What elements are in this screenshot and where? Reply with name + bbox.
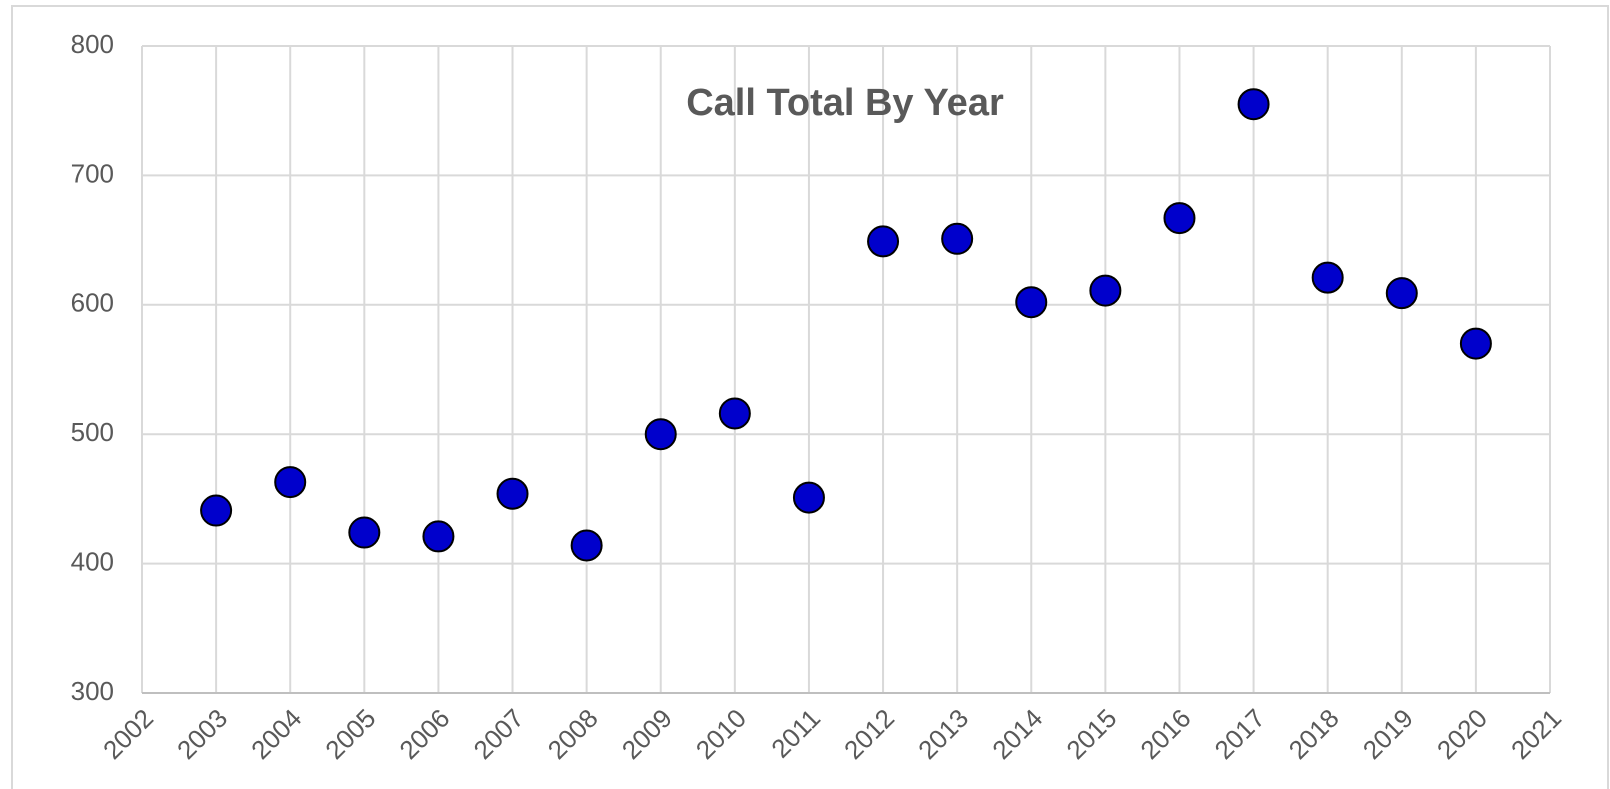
x-tick-label: 2011 — [765, 703, 826, 764]
x-tick-label: 2018 — [1283, 703, 1345, 765]
x-tick-label: 2005 — [319, 703, 381, 765]
x-tick-label: 2017 — [1209, 703, 1271, 765]
point — [867, 225, 900, 258]
x-tick-label: 2010 — [690, 703, 752, 765]
y-tick-label: 400 — [71, 546, 114, 576]
point — [718, 397, 751, 430]
y-tick-label: 300 — [71, 676, 114, 706]
point — [1237, 88, 1270, 121]
x-tick-label: 2020 — [1431, 703, 1493, 765]
x-tick-label: 2009 — [616, 703, 678, 765]
point — [1459, 327, 1492, 360]
point — [1385, 277, 1418, 310]
point — [200, 494, 233, 527]
point — [1015, 286, 1048, 319]
y-tick-label: 700 — [71, 158, 114, 188]
point — [1163, 202, 1196, 235]
x-tick-label: 2007 — [468, 703, 530, 765]
chart-title: Call Total By Year — [686, 82, 1004, 124]
x-tick-label: 2015 — [1060, 703, 1122, 765]
point — [1311, 261, 1344, 294]
x-tick-label: 2019 — [1357, 703, 1419, 765]
x-tick-label: 2003 — [171, 703, 233, 765]
point — [274, 466, 307, 499]
y-tick-label: 500 — [71, 417, 114, 447]
x-tick-label: 2014 — [986, 703, 1048, 765]
chart-border — [11, 5, 1609, 789]
point — [941, 222, 974, 255]
point — [792, 481, 825, 514]
y-tick-label: 800 — [71, 29, 114, 59]
point — [570, 529, 603, 562]
x-tick-label: 2012 — [838, 703, 900, 765]
x-tick-label: 2016 — [1134, 703, 1196, 765]
point — [348, 516, 381, 549]
x-tick-label: 2021 — [1505, 703, 1567, 765]
y-tick-label: 600 — [71, 288, 114, 318]
point — [496, 477, 529, 510]
x-tick-label: 2013 — [912, 703, 974, 765]
x-tick-label: 2004 — [245, 703, 307, 765]
point — [422, 520, 455, 553]
x-tick-label: 2002 — [97, 703, 159, 765]
x-tick-label: 2006 — [393, 703, 455, 765]
point — [644, 418, 677, 451]
point — [1089, 274, 1122, 307]
x-tick-label: 2008 — [542, 703, 604, 765]
